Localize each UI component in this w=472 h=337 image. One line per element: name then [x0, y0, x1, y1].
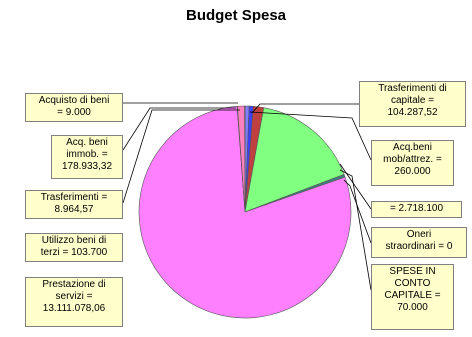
leader-line-9: [339, 169, 372, 291]
label-trasferimenti: Trasferimenti = 8.964,57: [25, 190, 123, 219]
label-acquisto-di-beni: Acquisto di beni = 9.000: [25, 93, 123, 122]
leader-line-2: [122, 109, 240, 204]
label-spese-conto-capitale: SPESE IN CONTO CAPITALE = 70.000: [371, 264, 454, 330]
leader-line-6: [249, 111, 372, 161]
label-prestazione-servizi: Prestazione di servizi = 13.111.078,06: [25, 277, 123, 327]
pie-slice-4: [138, 105, 352, 319]
label-trasferimenti-capitale: Trasferimenti di capitale = 104.287,52: [359, 81, 466, 127]
pie-slice-7: [244, 107, 345, 213]
leader-line-8: [343, 179, 372, 244]
label-2718100: = 2.718.100: [371, 201, 462, 218]
label-acq-beni-immob: Acq. beni immob. = 178.933,32: [51, 135, 123, 179]
label-oneri-straordinari: Oneri straordinari = 0: [371, 227, 467, 258]
leader-line-5: [251, 103, 359, 114]
label-acq-beni-mob-attrez: Acq.beni mob/attrez. = 260.000: [371, 140, 454, 186]
leader-line-1: [122, 107, 236, 151]
label-utilizzo-beni-terzi: Utilizzo beni di terzi = 103.700: [25, 233, 123, 262]
chart-title: Budget Spesa: [185, 7, 287, 24]
leader-line-7: [339, 163, 372, 210]
